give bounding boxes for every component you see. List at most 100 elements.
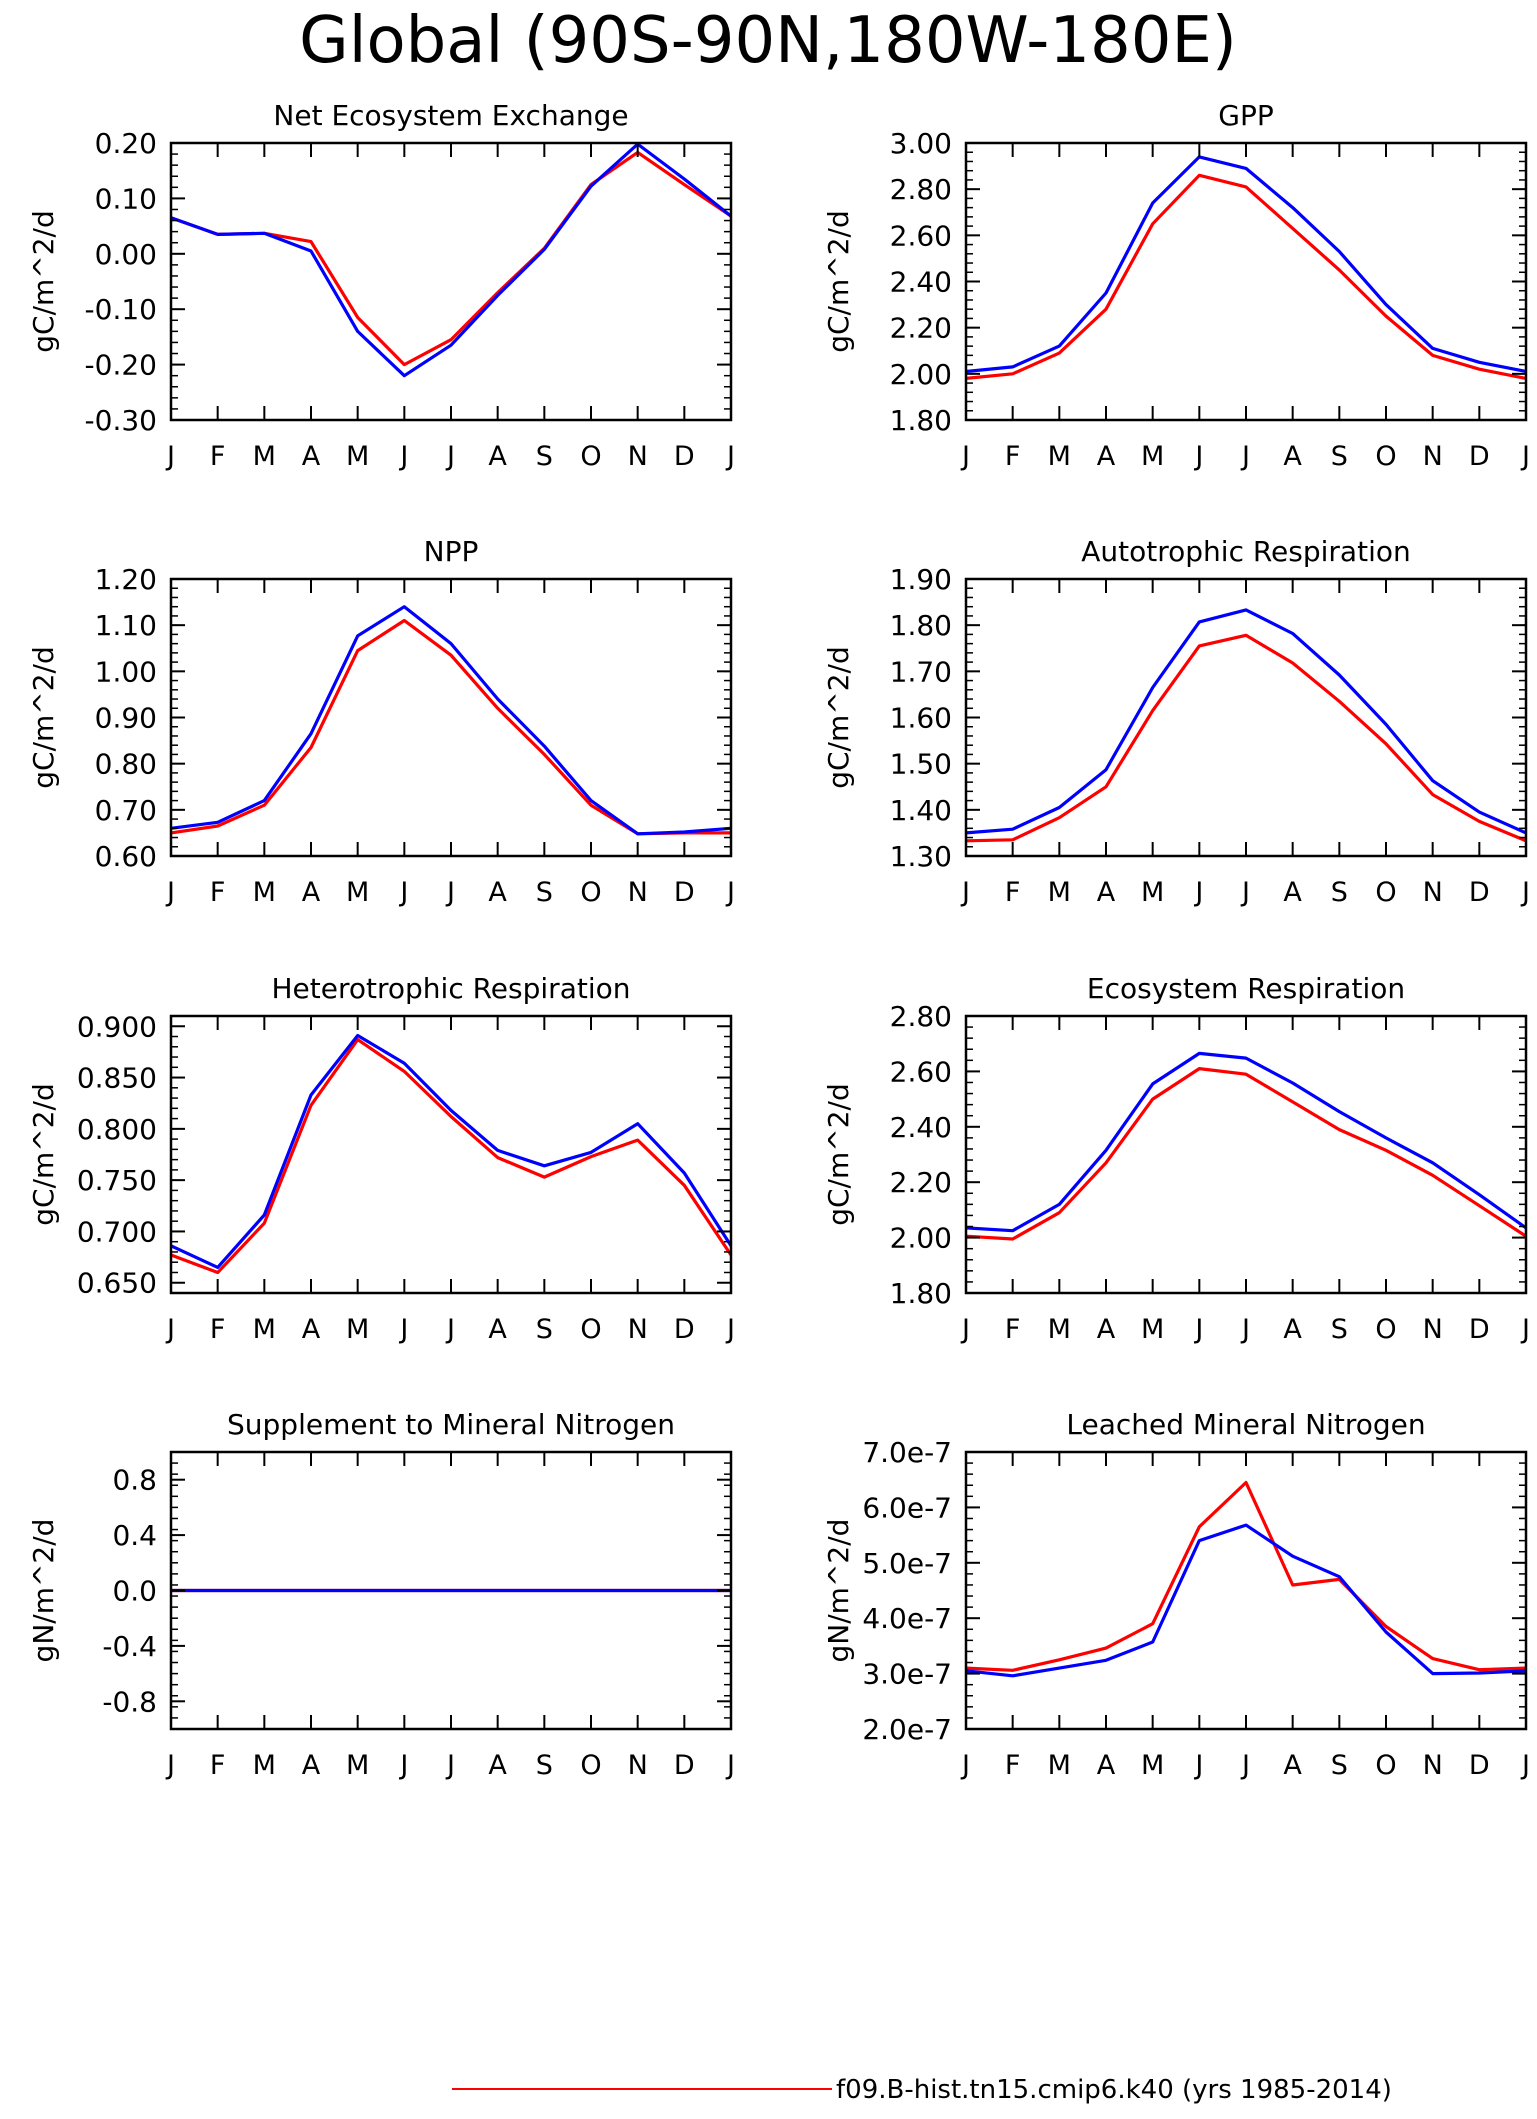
series-line-reference — [965, 155, 1527, 374]
x-tick-label: N — [1423, 1314, 1443, 1345]
x-tick-label: A — [1283, 441, 1302, 472]
x-tick-label: D — [674, 441, 695, 472]
x-tick-label: J — [1240, 441, 1250, 472]
x-tick-label: A — [1283, 1314, 1302, 1345]
x-tick-label: J — [1193, 441, 1203, 472]
series-line-reference — [170, 1033, 733, 1270]
x-tick-label: J — [1240, 1750, 1250, 1781]
x-tick-label: A — [1097, 877, 1116, 908]
x-tick-label: M — [1048, 877, 1071, 908]
x-tick-label: J — [960, 1750, 970, 1781]
legend: f09.B-hist.tn15.cmip6.k40 (yrs 1985-2014… — [452, 2075, 1392, 2105]
x-tick-label: A — [1097, 1750, 1116, 1781]
y-tick-label: 2.40 — [890, 266, 952, 299]
x-tick-label: A — [302, 1314, 321, 1345]
x-tick-label: F — [1005, 1314, 1021, 1345]
x-tick-label: M — [1141, 877, 1164, 908]
panel-title: Leached Mineral Nitrogen — [1066, 1408, 1425, 1441]
series-line-case — [965, 173, 1527, 380]
series-line-reference — [170, 605, 732, 836]
x-tick-label: D — [674, 1314, 695, 1345]
y-axis-label: gC/m^2/d — [27, 210, 60, 353]
x-tick-label: J — [398, 1750, 408, 1781]
x-tick-label: M — [253, 877, 276, 908]
x-tick-label: D — [1469, 441, 1490, 472]
x-tick-label: N — [628, 877, 648, 908]
x-tick-label: N — [628, 1314, 648, 1345]
y-tick-label: 2.80 — [890, 173, 952, 206]
y-tick-label: 1.80 — [890, 1277, 952, 1310]
x-tick-label: J — [1520, 877, 1530, 908]
x-tick-label: N — [1423, 441, 1443, 472]
panel-title: GPP — [1218, 99, 1273, 132]
y-tick-label: 0.0 — [112, 1575, 157, 1608]
y-tick-label: -0.10 — [85, 293, 157, 326]
x-tick-label: J — [445, 877, 455, 908]
y-tick-label: 1.10 — [95, 609, 157, 642]
x-tick-label: A — [302, 877, 321, 908]
x-tick-label: O — [580, 441, 601, 472]
x-tick-label: O — [580, 877, 601, 908]
x-tick-label: D — [1469, 1314, 1490, 1345]
legend-label: f09.B-hist.tn15.cmip6.k40 (yrs 1985-2014… — [836, 2075, 1392, 2105]
y-tick-label: 6.0e-7 — [862, 1491, 952, 1524]
x-tick-label: J — [1240, 877, 1250, 908]
y-tick-label: 4.0e-7 — [862, 1602, 952, 1635]
y-tick-label: 1.60 — [890, 702, 952, 735]
y-tick-label: 0.4 — [112, 1519, 157, 1552]
series-line-case — [170, 618, 731, 836]
y-tick-label: 0.900 — [77, 1010, 157, 1043]
x-tick-label: J — [960, 441, 970, 472]
x-tick-label: S — [536, 1750, 553, 1781]
x-tick-label: J — [960, 1314, 970, 1345]
plot-frame — [964, 577, 1528, 858]
x-tick-label: A — [488, 441, 507, 472]
x-tick-label: A — [1283, 1750, 1302, 1781]
x-tick-label: D — [1469, 1750, 1490, 1781]
x-tick-label: M — [1141, 1314, 1164, 1345]
y-tick-label: 0.70 — [95, 794, 157, 827]
y-tick-label: 3.00 — [890, 127, 952, 160]
y-tick-label: 2.40 — [890, 1111, 952, 1144]
x-tick-label: J — [165, 1314, 175, 1345]
x-tick-label: S — [1331, 441, 1348, 472]
x-tick-label: A — [302, 1750, 321, 1781]
plot-frame — [169, 141, 733, 422]
y-tick-label: 2.60 — [890, 1055, 952, 1088]
y-axis-label: gC/m^2/d — [822, 1083, 855, 1226]
y-axis-label: gC/m^2/d — [822, 646, 855, 789]
series-line-case — [965, 1480, 1527, 1672]
x-tick-label: J — [398, 877, 408, 908]
y-tick-label: 1.80 — [890, 404, 952, 437]
y-tick-label: 3.0e-7 — [862, 1658, 952, 1691]
y-tick-label: 1.40 — [890, 794, 952, 827]
x-tick-label: N — [628, 1750, 648, 1781]
series-line-reference — [965, 608, 1527, 835]
series-line-reference — [965, 1051, 1527, 1233]
x-tick-label: M — [253, 441, 276, 472]
x-tick-label: J — [165, 441, 175, 472]
y-tick-label: 0.80 — [95, 748, 157, 781]
y-tick-label: 0.20 — [95, 127, 157, 160]
x-tick-label: F — [210, 441, 226, 472]
x-tick-label: A — [488, 877, 507, 908]
x-tick-label: F — [210, 877, 226, 908]
series-line-case — [170, 150, 732, 367]
series-line-case — [170, 1037, 733, 1275]
x-tick-label: A — [1097, 441, 1116, 472]
x-tick-label: F — [1005, 441, 1021, 472]
x-tick-label: S — [536, 441, 553, 472]
x-tick-label: S — [1331, 1314, 1348, 1345]
x-tick-label: J — [445, 441, 455, 472]
y-axis-label: gN/m^2/d — [822, 1519, 855, 1663]
y-tick-label: 1.70 — [890, 655, 952, 688]
y-tick-label: 2.20 — [890, 1166, 952, 1199]
x-tick-label: J — [445, 1750, 455, 1781]
x-tick-label: S — [1331, 1750, 1348, 1781]
x-tick-label: M — [253, 1314, 276, 1345]
